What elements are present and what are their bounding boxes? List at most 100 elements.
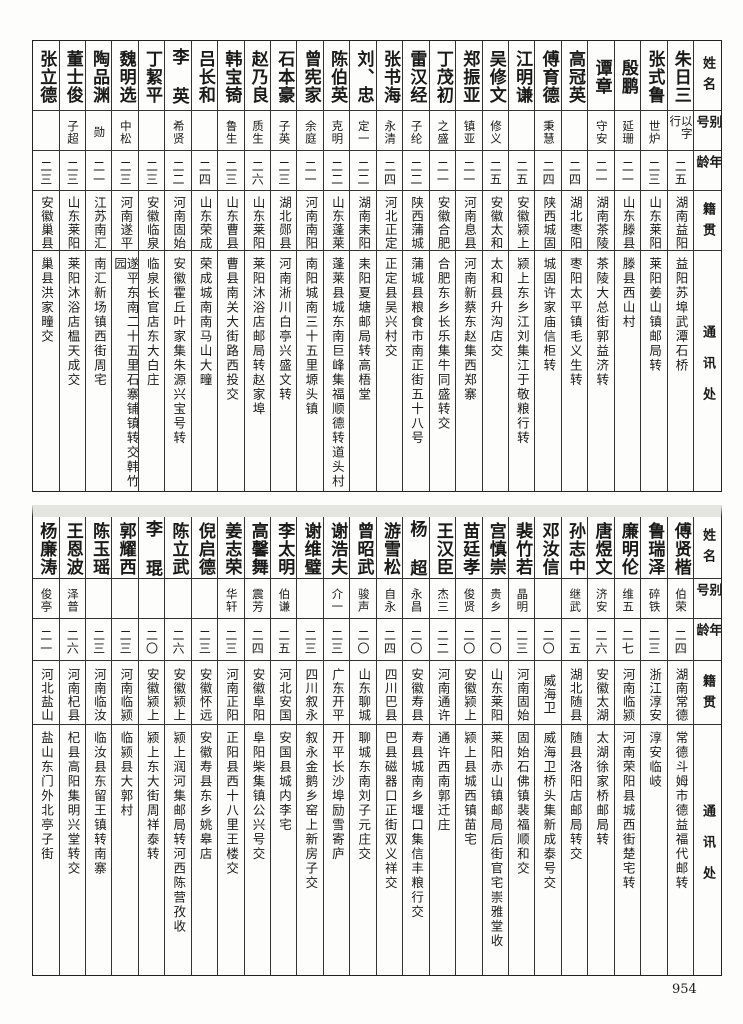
person-column: 鲁瑞泽 碎铁 二三 浙江淳安 淳安临岐 [640,517,667,975]
person-address: 巢县洪家疃交 [39,257,55,344]
person-alias [165,579,191,619]
person-name: 高馨舞 [244,517,270,579]
person-native-place: 河南息县 [456,191,482,251]
person-name: 廉明伦 [614,517,641,579]
person-age: 二五 [667,151,693,191]
person-age: 二〇 [350,619,376,661]
person-age: 二一 [614,151,641,191]
person-address: 常德斗姆市德益福代邮转 [673,731,689,891]
person-address: 蓬莱县城东南巨峰集福顺德转道头村 [329,257,345,489]
person-address: 巴县磁器口正街双义祥交 [382,731,398,891]
header-age: 年龄 [694,151,721,191]
person-age: 二三 [59,151,85,191]
person-native-place: 河南遂平 [112,191,138,251]
person-address: 阜阳柴集镇公兴号交 [250,731,266,862]
person-alias: 以字行 [667,111,693,151]
person-native-place: 安徽阜阳 [244,661,270,725]
header-native-place: 籍贯 [694,661,721,725]
person-alias: 自永 [376,579,403,619]
header-address: 通讯处 [700,803,715,897]
person-alias: 克明 [323,111,350,151]
header-age: 年龄 [694,619,721,661]
person-name: 姜志荣 [218,517,244,579]
person-column: 吴修文 修义 二五 安徽太和 太和县升沟店交 [481,41,508,491]
person-age: 二四 [191,151,218,191]
person-column: 雷汉经 子纶 二二 陕西蒲城 蒲城县粮食市南正街五十八号 [402,41,429,491]
person-name: 王恩波 [59,517,85,579]
header-column: 姓名 别号 年龄 籍贯 通讯处 [693,517,721,975]
person-name: 裴竹若 [508,517,535,579]
person-column: 游雪松 自永 二四 四川巴县 巴县磁器口正街双义祥交 [375,517,403,975]
person-column: 赵乃良 质生 二六 山东莱阳 莱阳沐浴店邮局转赵家埠 [243,41,270,491]
person-name: 陈伯英 [323,41,350,111]
person-native-place: 安徽颍上 [456,661,482,725]
person-age: 二三 [112,619,138,661]
person-alias [535,579,561,619]
person-age: 二〇 [456,619,482,661]
person-alias [561,111,588,151]
person-age: 二三 [641,151,667,191]
person-alias: 勋 [85,111,112,151]
person-address: 叙永金鹅乡窑上新房子交 [303,731,319,891]
person-address: 开平长沙埠励雪寄庐 [329,731,345,862]
person-age: 二一 [33,619,59,661]
person-address: 正阳县西十八里王楼交 [224,731,240,876]
person-age: 二一 [588,151,614,191]
person-column: 李 琨二〇 安徽颍上 颍上东大街周祥泰转 [137,517,165,975]
person-address: 淳安临岐 [647,731,663,789]
person-name: 孙志中 [561,517,588,579]
person-address: 南阳城南三十五里塬头镇 [303,257,319,417]
person-name: 雷汉经 [403,41,429,111]
person-native-place: 四川叙永 [297,661,323,725]
person-age: 二三 [218,151,244,191]
person-column: 谢浩夫 介一 二三 广东开平 开平长沙埠励雪寄庐 [322,517,350,975]
person-alias [112,579,138,619]
person-native-place: 江苏南汇 [85,191,112,251]
person-column: 高馨舞 震芳 二四 安徽阜阳 阜阳柴集镇公兴号交 [243,517,270,975]
person-address: 河南新蔡东赵集西郑寨 [462,257,478,402]
person-column: 孙志中 继武 二五 湖北随县 随县洛阳店邮局转交 [560,517,588,975]
person-age: 二一 [85,151,112,191]
person-alias: 守安 [588,111,614,151]
person-address: 城固许家庙信柜转 [541,257,557,373]
person-address: 枣阳太平镇毛义生转 [567,257,583,388]
person-native-place: 湖北随县 [561,661,588,725]
person-age: 二〇 [403,619,429,661]
person-address: 荣成城南南马山大疃 [197,257,213,388]
roster-table-bottom: 姓名 别号 年龄 籍贯 通讯处 傅贤楷 伯荣 二四 湖南常德 常德斗姆市德益福代邮转 鲁瑞… [32,505,722,976]
person-native-place: 河南临颍 [112,661,138,725]
person-age: 二三 [297,619,323,661]
person-alias [85,579,112,619]
person-address: 聊城东南刘子元庄交 [356,731,372,862]
person-age: 二四 [244,619,270,661]
person-alias [138,579,165,619]
person-address: 颍上润河集邮局转河西陈营孜收 [171,731,187,934]
person-native-place: 河北安国 [271,661,297,725]
person-column: 刘、忠 定一 二二 湖南耒阳 耒阳夏塘邮局转高梧堂 [349,41,376,491]
person-age: 二一 [456,151,482,191]
person-native-place: 湖北枣阳 [561,191,588,251]
person-alias: 子纶 [403,111,429,151]
person-name: 谢浩夫 [323,517,350,579]
person-age: 二五 [271,619,297,661]
person-column: 丁茂初 之盛 二一 安徽合肥 合肥东乡长乐集牛同盛转交 [428,41,456,491]
person-name: 张立德 [33,41,59,111]
person-alias [191,579,218,619]
person-native-place: 河南杞县 [59,661,85,725]
person-alias: 贵乡 [482,579,508,619]
person-alias: 碎铁 [641,579,667,619]
header-alias: 别号 [694,111,721,151]
person-alias: 晶明 [508,579,535,619]
person-age: 二三 [641,619,667,661]
person-name: 谭章 [588,41,614,111]
person-name: 杨廉涛 [33,517,59,579]
person-native-place: 安徽寿县 [403,661,429,725]
person-native-place: 河南固始 [508,661,535,725]
person-name: 殷鹏 [614,41,641,111]
person-native-place: 湖南耒阳 [350,191,376,251]
person-native-place: 山东莱阳 [641,191,667,251]
person-native-place: 河南通许 [429,661,456,725]
person-address: 遂平东南二十五里石寨铺镇转交韩竹园 [112,257,138,489]
person-age: 二五 [561,619,588,661]
person-alias: 俊亭 [33,579,59,619]
